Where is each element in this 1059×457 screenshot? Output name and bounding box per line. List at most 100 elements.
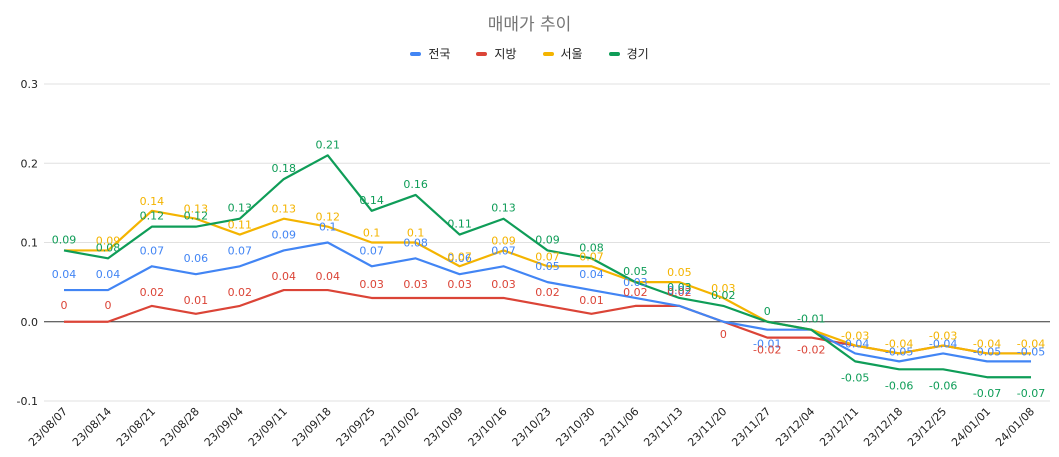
data-label: -0.01 bbox=[797, 313, 825, 326]
data-label: -0.05 bbox=[885, 345, 913, 358]
data-label: 0.12 bbox=[184, 210, 209, 223]
y-tick-label: -0.1 bbox=[17, 395, 38, 408]
legend-label: 서울 bbox=[560, 47, 583, 61]
data-label: 0.07 bbox=[491, 244, 516, 257]
data-label: 0.08 bbox=[403, 236, 428, 249]
data-label: 0.07 bbox=[579, 250, 604, 263]
data-label: 0.12 bbox=[140, 210, 165, 223]
data-label: 0.16 bbox=[403, 178, 428, 191]
x-tick-label: 23/11/06 bbox=[597, 405, 641, 449]
x-tick-label: 23/10/02 bbox=[378, 405, 422, 449]
data-label: 0.03 bbox=[403, 278, 428, 291]
data-label: 0.12 bbox=[315, 211, 340, 224]
data-label: -0.02 bbox=[753, 344, 781, 357]
data-label: -0.04 bbox=[1017, 337, 1045, 350]
data-label: 0.21 bbox=[315, 138, 340, 151]
data-label: 0 bbox=[720, 328, 727, 341]
data-label: 0.03 bbox=[623, 276, 648, 289]
x-tick-label: 23/08/21 bbox=[114, 405, 158, 449]
data-label: 0.08 bbox=[96, 241, 121, 254]
data-label: -0.04 bbox=[973, 337, 1001, 350]
data-label: -0.04 bbox=[841, 337, 869, 350]
data-label: -0.06 bbox=[929, 379, 957, 392]
data-label: 0.04 bbox=[52, 268, 77, 281]
data-label: 0.09 bbox=[272, 228, 297, 241]
data-label: 0.01 bbox=[184, 294, 209, 307]
x-tick-label: 23/09/25 bbox=[334, 405, 378, 449]
data-label: 0.1 bbox=[319, 221, 337, 234]
data-label: 0.13 bbox=[491, 202, 516, 215]
data-label: -0.04 bbox=[885, 337, 913, 350]
data-label: 0.13 bbox=[228, 202, 253, 215]
legend-item-3: 경기 bbox=[608, 45, 649, 62]
x-tick-label: 23/11/13 bbox=[641, 405, 685, 449]
data-label: -0.03 bbox=[841, 330, 869, 343]
legend-item-0: 전국 bbox=[410, 45, 450, 62]
data-label: 0.13 bbox=[184, 203, 209, 216]
x-tick-label: 23/12/04 bbox=[773, 405, 817, 449]
data-label: 0.03 bbox=[447, 278, 472, 291]
data-label: 0.14 bbox=[359, 194, 384, 207]
data-label: 0.02 bbox=[623, 286, 648, 299]
data-label: 0.02 bbox=[228, 286, 253, 299]
data-label: -0.05 bbox=[1017, 345, 1045, 358]
data-label: 0.09 bbox=[491, 234, 516, 247]
data-label: 0.05 bbox=[535, 260, 560, 273]
x-tick-label: 23/12/18 bbox=[861, 405, 905, 449]
y-tick-label: 0.3 bbox=[21, 78, 39, 91]
data-label: 0.18 bbox=[272, 162, 297, 175]
x-tick-label: 23/12/25 bbox=[905, 405, 949, 449]
x-tick-label: 23/09/11 bbox=[246, 405, 290, 449]
y-tick-label: 0.0 bbox=[21, 316, 39, 329]
series-line-2 bbox=[64, 209, 1032, 355]
data-label: -0.04 bbox=[929, 337, 957, 350]
data-label: 0.09 bbox=[96, 234, 121, 247]
data-label: 0 bbox=[764, 305, 771, 318]
legend-swatch bbox=[476, 51, 488, 56]
data-label: 0.01 bbox=[579, 294, 604, 307]
legend-swatch bbox=[542, 51, 554, 56]
data-label: 0.02 bbox=[535, 286, 560, 299]
data-label: 0.03 bbox=[359, 278, 384, 291]
x-tick-label: 24/01/01 bbox=[949, 405, 993, 449]
x-tick-label: 23/10/23 bbox=[509, 405, 553, 449]
data-label: 0.08 bbox=[579, 241, 604, 254]
data-label: 0.13 bbox=[272, 203, 297, 216]
data-label: 0.07 bbox=[359, 244, 384, 257]
data-label: 0 bbox=[61, 299, 68, 312]
data-label: 0.03 bbox=[667, 281, 692, 294]
series-line-0 bbox=[64, 241, 1032, 363]
data-label: 0.07 bbox=[140, 244, 165, 257]
data-label: -0.07 bbox=[973, 387, 1001, 400]
x-tick-label: 23/09/04 bbox=[202, 405, 246, 449]
legend-swatch bbox=[410, 51, 422, 56]
data-label: 0.07 bbox=[228, 244, 253, 257]
data-label: -0.03 bbox=[929, 330, 957, 343]
legend: 전국 지방 서울 경기 bbox=[0, 45, 1059, 62]
data-label: -0.06 bbox=[885, 379, 913, 392]
x-tick-label: 23/08/14 bbox=[70, 405, 114, 449]
x-tick-label: 23/11/20 bbox=[685, 405, 729, 449]
chart-title: 매매가 추이 bbox=[487, 15, 572, 35]
data-label: 0.02 bbox=[667, 286, 692, 299]
legend-swatch bbox=[608, 51, 620, 56]
x-tick-label: 23/11/27 bbox=[729, 405, 773, 449]
y-tick-label: 0.1 bbox=[21, 237, 39, 250]
data-label: 0 bbox=[104, 299, 111, 312]
data-label: 0.04 bbox=[315, 270, 340, 283]
x-tick-label: 24/01/08 bbox=[993, 405, 1037, 449]
x-tick-label: 23/10/09 bbox=[422, 405, 466, 449]
data-label: 0.07 bbox=[447, 250, 472, 263]
data-label: 0.05 bbox=[667, 266, 692, 279]
data-label: 0.03 bbox=[491, 278, 516, 291]
data-label: 0.03 bbox=[711, 282, 736, 295]
data-label: 0.14 bbox=[140, 195, 165, 208]
data-label: 0.1 bbox=[363, 227, 381, 240]
data-label: 0.04 bbox=[96, 268, 121, 281]
data-label: -0.07 bbox=[1017, 387, 1045, 400]
x-tick-label: 23/10/16 bbox=[466, 405, 510, 449]
data-label: 0.1 bbox=[407, 227, 425, 240]
data-label: 0.02 bbox=[711, 289, 736, 302]
x-tick-label: 23/08/28 bbox=[158, 405, 202, 449]
